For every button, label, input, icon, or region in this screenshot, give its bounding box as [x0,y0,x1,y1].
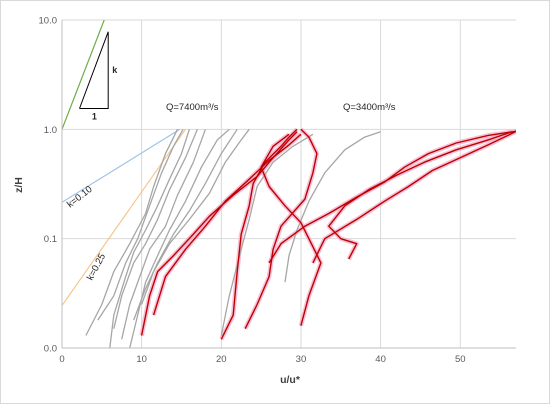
y-tick-label: 0.1 [44,234,57,245]
y-tick-label: 1.0 [44,125,57,136]
y-tick-label: 0.0 [44,344,57,355]
red-series-group [140,128,516,340]
red-series-line [244,128,318,330]
axes: 0 10 20 30 40 50 0.0 0.1 1.0 10.0 [39,16,516,365]
gray-series-line [109,129,191,349]
y-axis-title: z/H [13,177,25,193]
gray-series-line [284,131,381,283]
red-series-glow [151,132,303,316]
x-tick-label: 10 [136,354,147,365]
slope-triangle-1-label: 1 [92,112,97,122]
gray-series-line [113,129,198,329]
reference-line-green [62,20,105,130]
red-series-line [152,133,302,316]
annotation-q-7400: Q=7400m³/s [166,102,219,113]
reference-line-k-0-25 [62,128,186,306]
annotation-q-3400: Q=3400m³/s [343,102,396,113]
x-axis-title: u/u* [280,374,301,386]
gray-series-group [85,128,381,349]
red-series-glow [326,129,513,261]
grid [62,19,516,348]
gray-series-line [121,129,207,340]
red-series-glow [310,128,516,264]
gray-series-line [133,128,238,321]
x-tick-label: 20 [216,354,227,365]
red-series-line [140,131,298,336]
red-series-line [260,133,322,326]
x-tick-label: 30 [296,354,307,365]
slope-triangle-k-label: k [112,65,118,75]
red-series-line [328,131,513,260]
gray-series-line [85,129,179,336]
red-series-line [220,128,298,340]
annotation-k-0-10: k=0.10 [65,184,94,210]
x-tick-label: 50 [455,354,466,365]
y-tick-label: 10.0 [39,16,58,27]
x-tick-label: 40 [375,354,386,365]
gray-series-line [140,128,250,305]
slope-triangle [79,31,109,109]
x-tick-label: 0 [59,354,64,365]
reference-lines [62,20,186,306]
gray-series-line [220,133,314,336]
red-series-glow [219,127,299,341]
red-series-line [312,130,516,264]
gray-series-line [97,128,184,321]
reference-line-k-0-10 [62,128,181,203]
